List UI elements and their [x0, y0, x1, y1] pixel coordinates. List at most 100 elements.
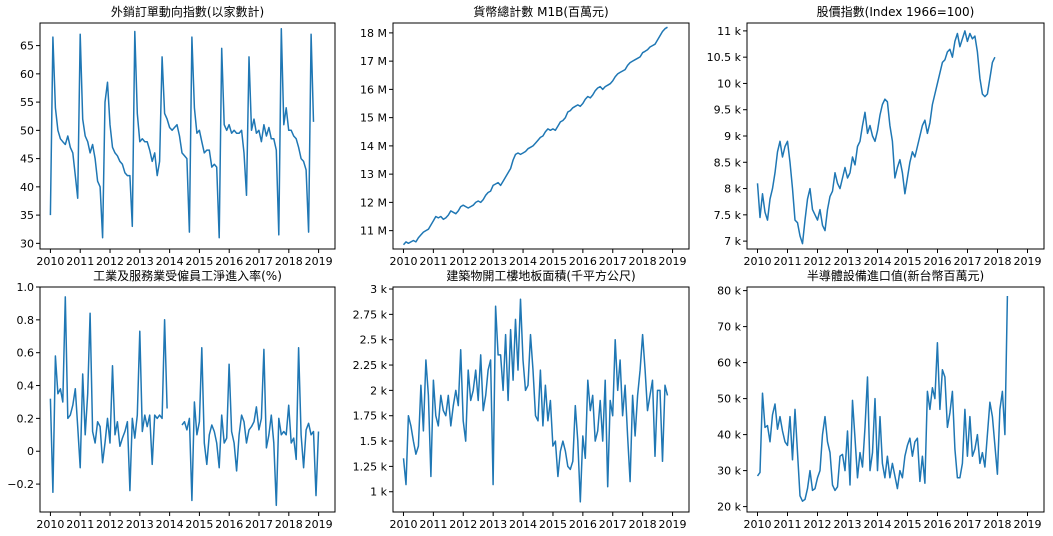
x-tick-label: 2019: [1014, 518, 1042, 531]
y-tick-label: 60: [20, 68, 34, 81]
x-tick-label: 2012: [449, 518, 477, 531]
y-tick-label: 12 M: [360, 196, 387, 209]
y-tick-label: 8.5 k: [714, 156, 742, 169]
y-tick-label: 11 k: [717, 25, 741, 38]
y-tick-label: 9.5 k: [714, 104, 742, 117]
x-tick-label: 2012: [804, 255, 832, 268]
y-tick-label: 17 M: [360, 55, 387, 68]
y-tick-label: 55: [20, 96, 34, 109]
x-tick-label: 2013: [126, 518, 154, 531]
x-tick-label: 2014: [864, 255, 892, 268]
chart-panel-1: 外銷訂單動向指數(以家數計)2010 2011 2012 2013 2014 2015 20…: [20, 4, 336, 268]
x-tick-label: 2013: [479, 518, 507, 531]
x-tick-label: 2012: [96, 518, 124, 531]
y-tick-label: 16 M: [360, 83, 387, 96]
y-tick-label: 0.8: [17, 314, 35, 327]
y-tick-label: 0.2: [17, 412, 35, 425]
series-line: [49, 296, 320, 507]
plot-frame: [392, 286, 690, 513]
x-tick-label: 2010: [389, 255, 417, 268]
x-tick-label: 2019: [1014, 255, 1042, 268]
y-tick-label: 10.5 k: [707, 51, 742, 64]
x-tick-label: 2016: [569, 518, 597, 531]
x-tick-label: 2010: [36, 518, 64, 531]
x-tick-label: 2012: [804, 518, 832, 531]
x-tick-label: 2011: [774, 518, 802, 531]
x-tick-label: 2014: [156, 255, 184, 268]
series-line: [402, 26, 668, 246]
x-tick-label: 2016: [215, 518, 243, 531]
x-tick-label: 2017: [599, 255, 627, 268]
y-tick-label: 2 k: [370, 384, 387, 397]
y-tick-label: 8 k: [724, 183, 741, 196]
x-tick-label: 2013: [834, 255, 862, 268]
x-tick-label: 2013: [834, 518, 862, 531]
chart-panel-3: 股價指數(Index 1966=100) 2010 2011 2012 2013 2014…: [707, 4, 1045, 268]
y-tick-label: 3 k: [370, 283, 387, 296]
y-tick-label: 2.25 k: [353, 359, 388, 372]
y-tick-label: 1.5 k: [360, 435, 388, 448]
x-tick-label: 2018: [629, 518, 657, 531]
x-tick-label: 2011: [419, 255, 447, 268]
x-tick-label: 2017: [954, 518, 982, 531]
y-tick-label: 9 k: [724, 130, 741, 143]
y-tick-label: 10 k: [717, 77, 741, 90]
y-tick-label: 65: [20, 40, 34, 53]
x-tick-label: 2012: [449, 255, 477, 268]
x-tick-label: 2014: [864, 518, 892, 531]
chart-title: 半導體設備進口值(新台幣百萬元): [807, 268, 984, 283]
x-tick-label: 2016: [924, 255, 952, 268]
y-tick-label: 40 k: [717, 429, 741, 442]
plot-frame: [39, 286, 336, 513]
y-tick-label: 0.6: [17, 347, 35, 360]
x-tick-label: 2015: [539, 518, 567, 531]
chart-title: 外銷訂單動向指數(以家數計): [111, 4, 264, 19]
series-line: [756, 295, 1009, 502]
y-tick-label: 80 k: [717, 285, 741, 298]
chart-panel-2: 貨幣總計數 M1B(百萬元)2010 2011 2012 2013 2014 2015 20…: [360, 4, 690, 268]
x-tick-label: 2011: [66, 518, 94, 531]
y-tick-label: 30 k: [717, 465, 741, 478]
y-tick-label: 7 k: [724, 235, 741, 248]
y-tick-label: 1.75 k: [353, 410, 388, 423]
y-tick-label: 14 M: [360, 140, 387, 153]
x-tick-label: 2019: [659, 518, 687, 531]
x-tick-label: 2015: [894, 255, 922, 268]
x-tick-label: 2015: [539, 255, 567, 268]
y-tick-label: 30: [20, 237, 34, 250]
x-tick-label: 2017: [599, 518, 627, 531]
y-tick-label: 45: [20, 153, 34, 166]
chart-panel-5: 建築物開工樓地板面積(千平方公尺)2010 2011 2012 2013 2014 201…: [353, 268, 690, 531]
x-tick-label: 2017: [245, 255, 273, 268]
y-tick-label: 11 M: [360, 225, 387, 238]
y-tick-label: 35: [20, 209, 34, 222]
x-tick-label: 2017: [954, 255, 982, 268]
y-tick-label: 50 k: [717, 393, 741, 406]
series-line: [756, 30, 996, 245]
y-tick-label: 50: [20, 124, 34, 137]
y-tick-label: 15 M: [360, 112, 387, 125]
y-tick-label: 0.4: [17, 380, 35, 393]
x-tick-label: 2017: [245, 518, 273, 531]
x-tick-label: 2010: [36, 255, 64, 268]
x-tick-label: 2015: [894, 518, 922, 531]
y-tick-label: 40: [20, 181, 34, 194]
y-tick-label: 2.75 k: [353, 308, 388, 321]
x-tick-label: 2015: [185, 518, 213, 531]
y-tick-label: 20 k: [717, 501, 741, 514]
plot-frame: [746, 22, 1045, 250]
chart-title: 貨幣總計數 M1B(百萬元): [473, 4, 608, 19]
x-tick-label: 2011: [66, 255, 94, 268]
x-tick-label: 2010: [744, 255, 772, 268]
y-tick-label: 7.5 k: [714, 209, 742, 222]
y-tick-label: 0: [27, 445, 34, 458]
x-tick-label: 2010: [744, 518, 772, 531]
x-tick-label: 2016: [924, 518, 952, 531]
chart-title: 工業及服務業受僱員工淨進入率(%): [93, 268, 282, 283]
x-tick-label: 2018: [275, 518, 303, 531]
y-tick-label: 18 M: [360, 27, 387, 40]
x-tick-label: 2010: [389, 518, 417, 531]
plot-frame: [746, 286, 1045, 513]
